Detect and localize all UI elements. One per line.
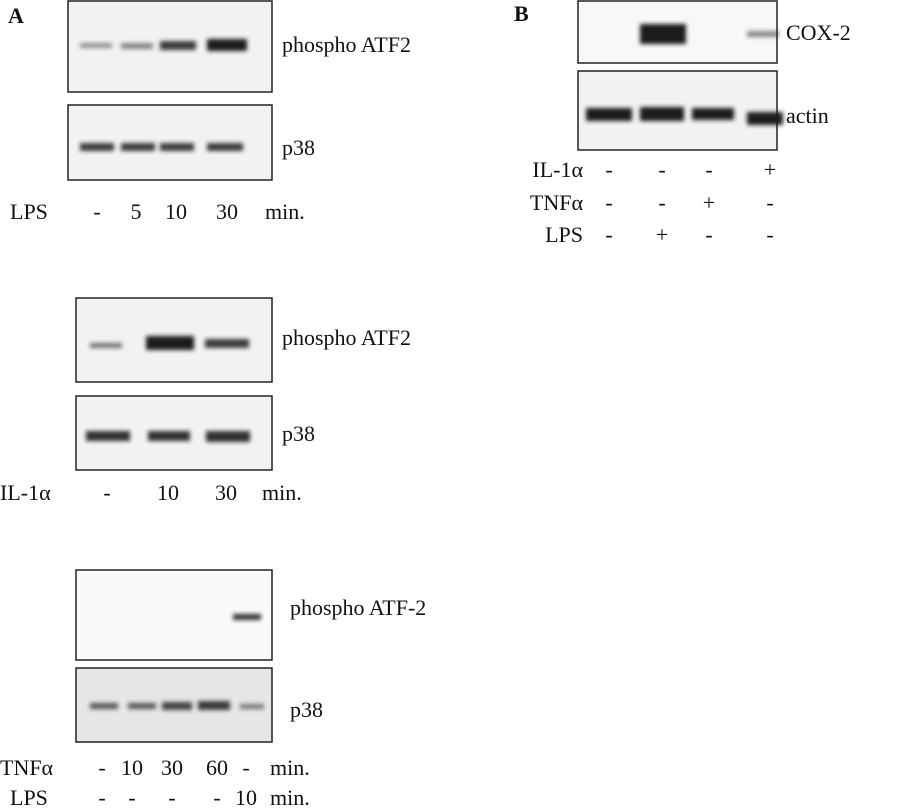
- band-label: phospho ATF2: [282, 325, 411, 350]
- band: [692, 108, 734, 120]
- lane-label: 10: [165, 199, 187, 224]
- band-label: phospho ATF-2: [290, 595, 426, 620]
- panel-label: B: [514, 1, 529, 26]
- lane-label: -: [242, 755, 249, 780]
- band: [90, 703, 118, 709]
- band: [90, 343, 122, 348]
- unit-label: min.: [270, 785, 310, 809]
- lane-label: 60: [206, 755, 228, 780]
- band: [233, 614, 261, 620]
- lane-label: 10: [121, 755, 143, 780]
- panel-label: A: [8, 3, 24, 28]
- band-label: p38: [282, 135, 315, 160]
- lane-label: 30: [215, 480, 237, 505]
- lane-label: -: [168, 785, 175, 809]
- band: [162, 702, 192, 710]
- band: [121, 43, 153, 49]
- lane-label: 10: [235, 785, 257, 809]
- band-label: COX-2: [786, 20, 851, 45]
- lane-label: -: [766, 190, 773, 215]
- condition-label: IL-1α: [0, 480, 51, 505]
- band: [206, 431, 250, 442]
- lane-label: +: [703, 190, 715, 215]
- condition-label: IL-1α: [532, 157, 583, 182]
- unit-label: min.: [270, 755, 310, 780]
- lane-label: -: [93, 199, 100, 224]
- lane-label: -: [213, 785, 220, 809]
- lane-label: -: [658, 157, 665, 182]
- lane-label: 10: [157, 480, 179, 505]
- lane-label: 30: [216, 199, 238, 224]
- lane-label: +: [764, 157, 776, 182]
- band-label: p38: [290, 697, 323, 722]
- lane-label: -: [705, 222, 712, 247]
- blot-box: [67, 104, 273, 181]
- band: [86, 431, 130, 441]
- band: [160, 143, 194, 151]
- band: [121, 143, 155, 151]
- unit-label: min.: [265, 199, 305, 224]
- band: [146, 336, 194, 350]
- band: [205, 339, 249, 348]
- condition-label: TNFα: [0, 755, 54, 780]
- lane-label: -: [103, 480, 110, 505]
- band: [80, 143, 114, 151]
- condition-label: TNFα: [530, 190, 584, 215]
- lane-label: -: [605, 222, 612, 247]
- lane-label: +: [656, 222, 668, 247]
- band: [640, 107, 684, 121]
- lane-label: -: [98, 755, 105, 780]
- condition-label: LPS: [545, 222, 583, 247]
- lane-label: 30: [161, 755, 183, 780]
- lane-label: -: [766, 222, 773, 247]
- lane-label: -: [605, 190, 612, 215]
- lane-label: -: [605, 157, 612, 182]
- band: [160, 41, 196, 50]
- band: [80, 43, 112, 48]
- condition-label: LPS: [10, 785, 48, 809]
- band: [207, 39, 247, 51]
- lane-label: 5: [131, 199, 142, 224]
- band: [198, 701, 230, 710]
- unit-label: min.: [262, 480, 302, 505]
- band: [747, 112, 783, 125]
- band: [586, 108, 632, 121]
- band: [207, 143, 243, 151]
- lane-label: -: [98, 785, 105, 809]
- band-label: phospho ATF2: [282, 32, 411, 57]
- band: [640, 24, 686, 44]
- band-label: actin: [786, 103, 829, 128]
- band: [240, 704, 264, 709]
- band: [747, 31, 779, 37]
- condition-label: LPS: [10, 199, 48, 224]
- band-label: p38: [282, 421, 315, 446]
- lane-label: -: [128, 785, 135, 809]
- band: [128, 703, 156, 709]
- lane-label: -: [705, 157, 712, 182]
- lane-label: -: [658, 190, 665, 215]
- band: [148, 431, 190, 441]
